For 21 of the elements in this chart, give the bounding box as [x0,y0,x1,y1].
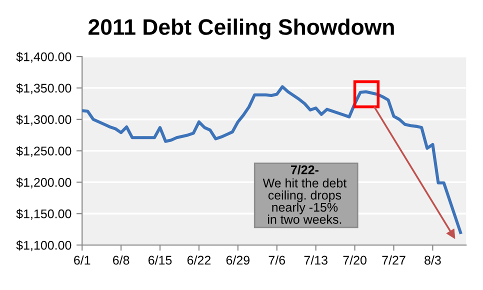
x-tick-label: 6/22 [187,255,211,265]
x-tick-label: 6/15 [148,255,172,265]
y-tick-label: $1,200.00 [16,177,72,188]
chart-title: 2011 Debt Ceiling Showdown [88,18,394,40]
x-tick-label: 8/3 [424,255,441,265]
annotation: We hit the debt ceiling. drops nearly -15% in two weeks. [262,178,347,224]
x-tick-label: 7/27 [382,255,406,265]
x-tick-label: 6/1 [74,255,90,265]
x-tick-label: 7/20 [343,255,366,265]
y-tick-label: $1,100.00 [16,240,72,252]
y-tick-label: $1,300.00 [16,114,72,126]
y-tick-label: $1,150.00 [16,208,72,220]
line-series [82,85,462,234]
annotation: 7/22- [291,165,318,174]
y-tick-label: $1,250.00 [16,146,72,157]
x-tick-label: 7/13 [304,255,328,265]
y-tick-label: $1,350.00 [16,83,72,94]
x-tick-label: 7/6 [268,255,286,265]
y-tick-label: $1,400.00 [16,52,72,63]
x-tick-label: 6/29 [226,255,250,265]
x-tick-label: 6/8 [113,255,130,265]
